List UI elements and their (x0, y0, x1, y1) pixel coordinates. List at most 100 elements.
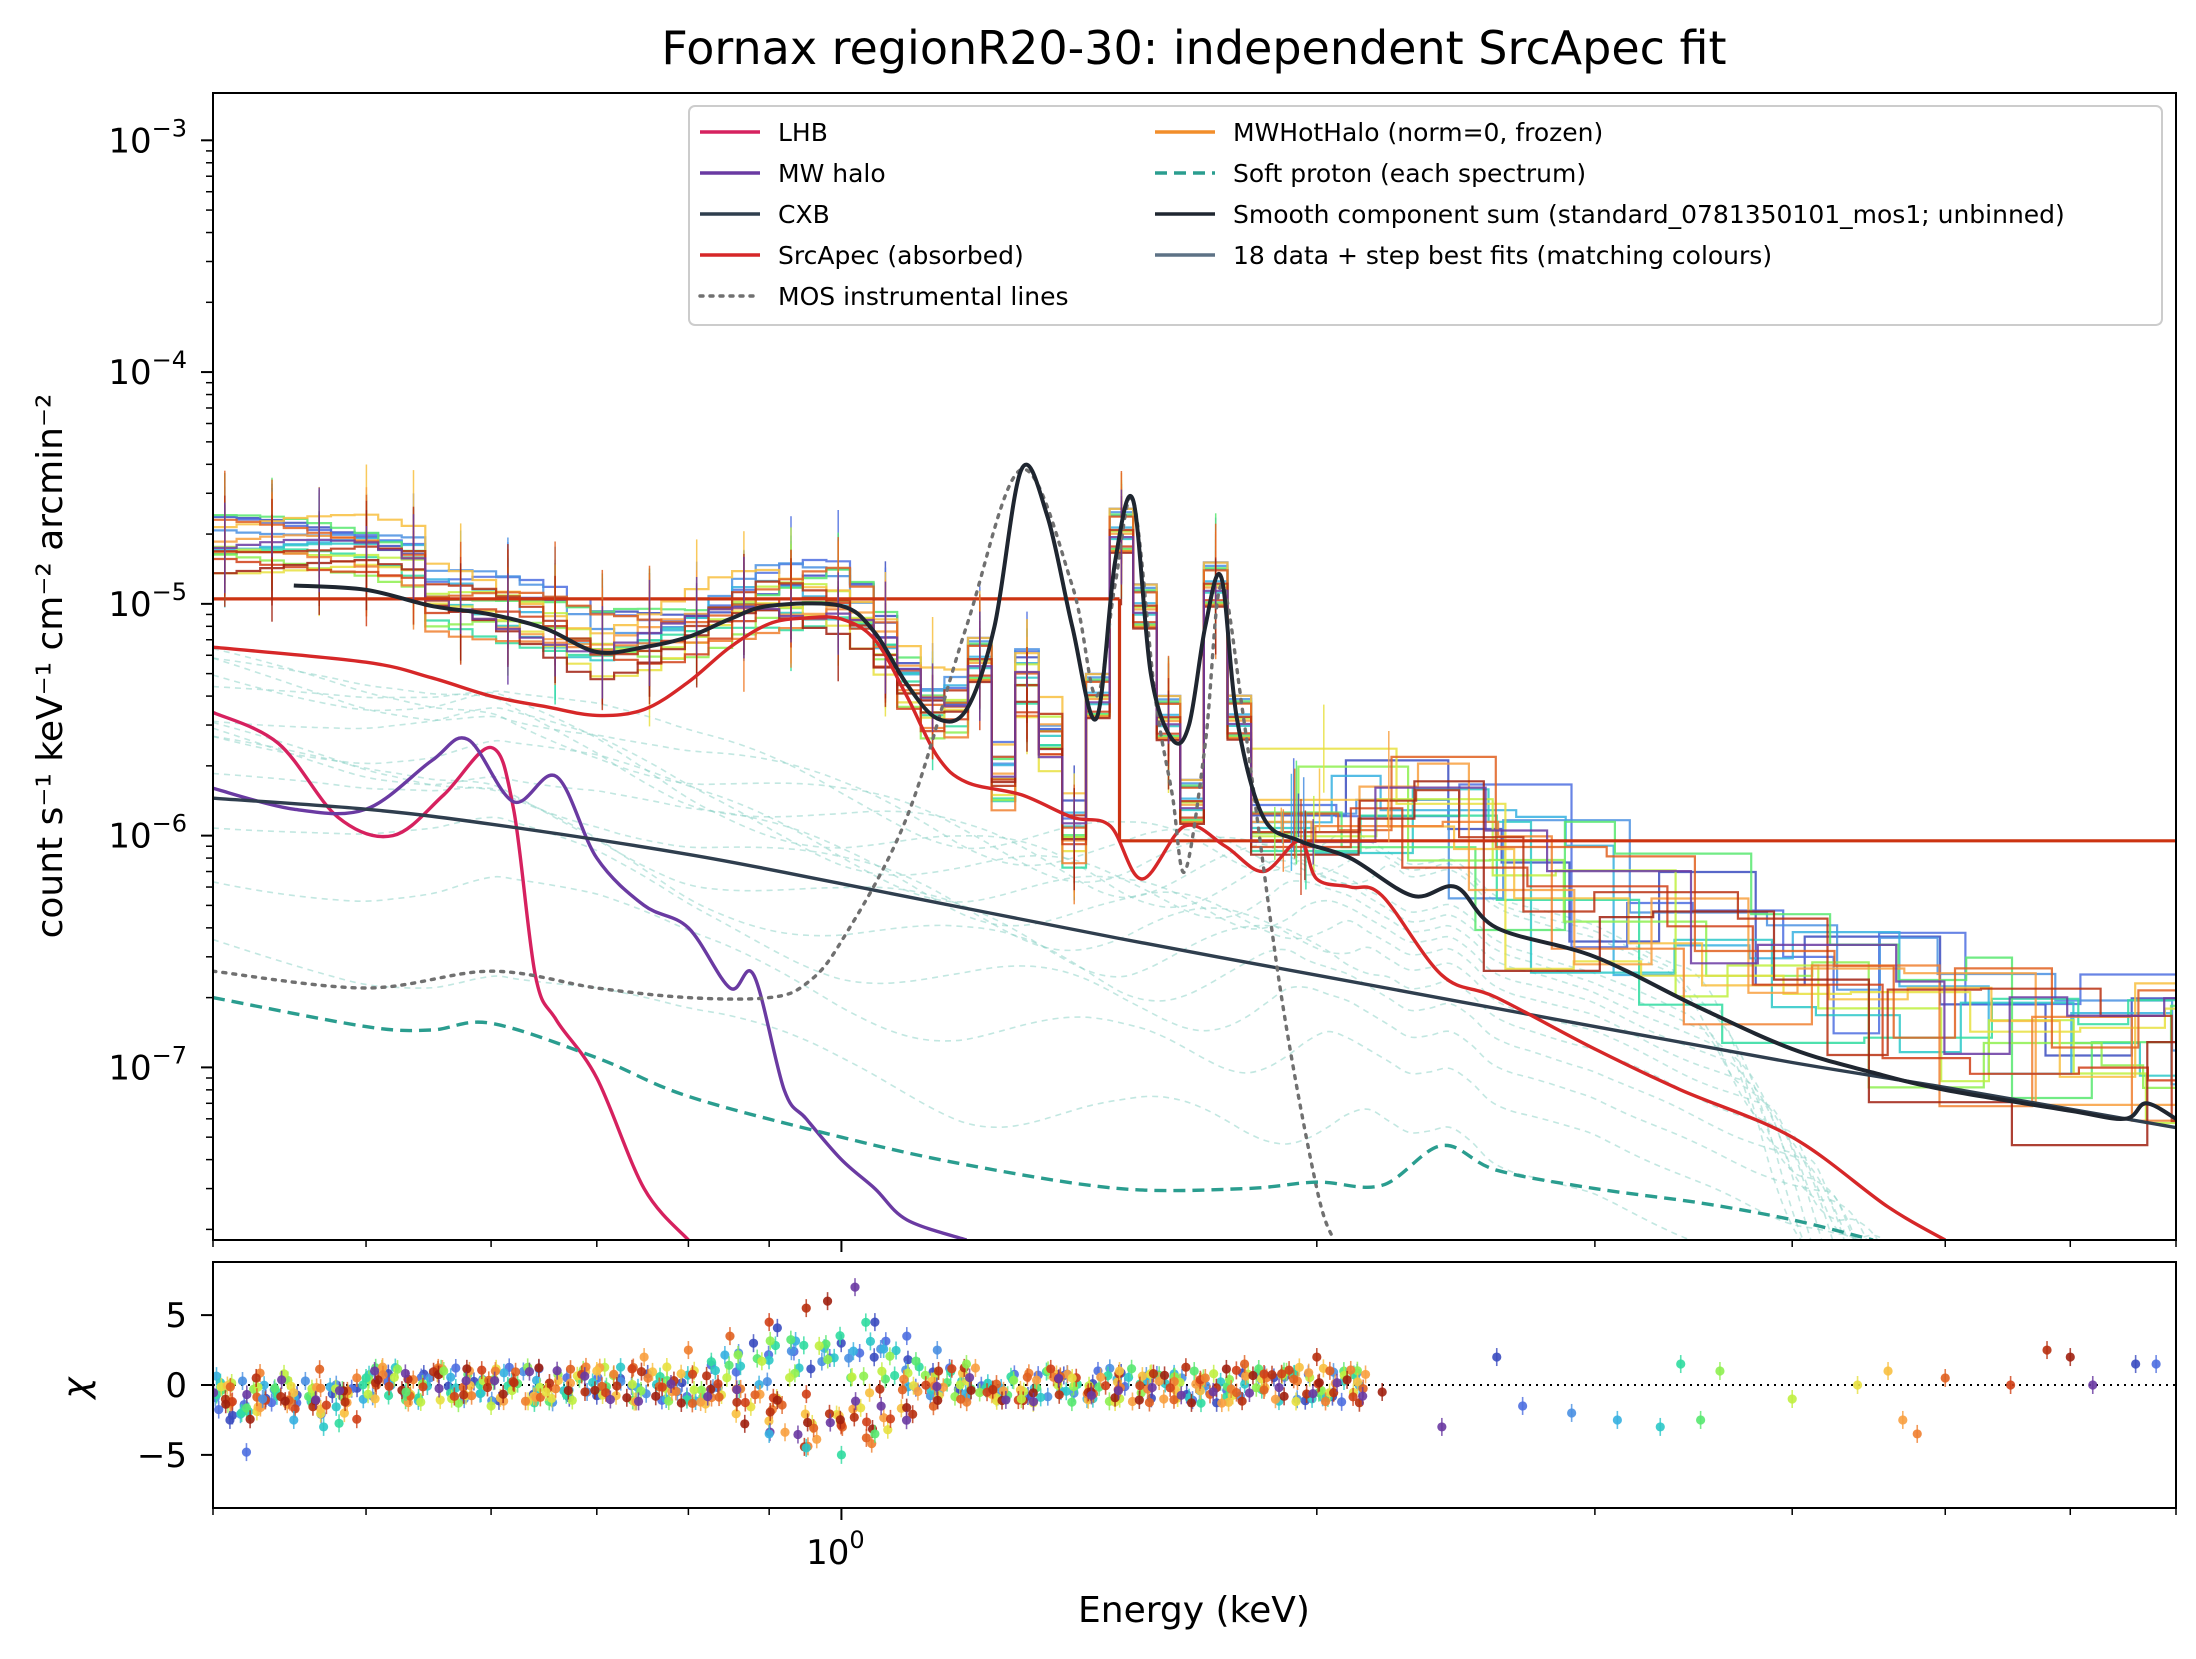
residual-point (731, 1409, 741, 1419)
residual-point (1883, 1366, 1893, 1376)
residual-point (609, 1369, 619, 1379)
residual-point (1159, 1370, 1170, 1380)
residual-point (1325, 1366, 1335, 1376)
legend-label: MWHotHalo (norm=0, frozen) (1233, 118, 1603, 147)
residual-point (439, 1366, 449, 1376)
residual-point (245, 1414, 255, 1424)
residual-point (836, 1450, 847, 1460)
residual-point (1196, 1398, 1206, 1408)
residual-point (241, 1447, 252, 1457)
model-curves (213, 462, 2176, 1240)
residual-point (801, 1389, 811, 1399)
residual-point (1518, 1401, 1528, 1411)
residual-point (825, 1417, 835, 1428)
residual-point (885, 1414, 896, 1424)
series-line (293, 462, 2176, 1122)
residual-point (352, 1414, 362, 1424)
residual-point (1270, 1394, 1281, 1404)
residual-point (290, 1404, 300, 1414)
residual-point (961, 1359, 972, 1369)
residual-point (722, 1373, 732, 1383)
residual-point (903, 1355, 913, 1365)
residual-point (881, 1336, 891, 1346)
residual-point (370, 1394, 380, 1404)
residual-point (966, 1385, 976, 1395)
residual-point (1696, 1415, 1706, 1425)
residual-point (902, 1403, 912, 1413)
residual-point (316, 1383, 326, 1393)
residual-point (932, 1345, 942, 1355)
residual-point (703, 1392, 713, 1402)
residual-point (970, 1363, 981, 1373)
residual-point (1223, 1397, 1234, 1407)
residual-point (1114, 1366, 1125, 1376)
residual-point (225, 1382, 235, 1392)
residual-point (1221, 1364, 1231, 1374)
residual-point (477, 1365, 487, 1375)
residual-point (258, 1394, 268, 1404)
residual-point (803, 1417, 813, 1428)
residual-point (664, 1396, 674, 1406)
residual-point (1655, 1422, 1665, 1432)
legend-label: CXB (778, 200, 830, 229)
residual-point (616, 1362, 626, 1372)
residual-point (822, 1296, 833, 1306)
residual-point (581, 1362, 591, 1372)
y-tick-label: 10−5 (108, 578, 187, 625)
residual-point (780, 1427, 790, 1437)
main-x-ticks (212, 1240, 2177, 1252)
series-line (213, 736, 968, 1240)
residual-point (809, 1423, 819, 1433)
series-line (213, 995, 1874, 1240)
residual-point (352, 1373, 362, 1383)
residual-point (1031, 1375, 1042, 1385)
band-curves (213, 647, 1887, 1240)
residual-point (509, 1378, 519, 1388)
residual-point (459, 1390, 469, 1400)
residual-point (662, 1362, 672, 1372)
residual-point (242, 1389, 252, 1400)
soft-proton-band-curve (213, 685, 1834, 1240)
legend-label: Soft proton (each spectrum) (1233, 159, 1586, 188)
residual-point (732, 1397, 742, 1407)
soft-proton-band-curve (213, 735, 1857, 1240)
residual-point (901, 1415, 912, 1425)
residual-point (498, 1389, 508, 1399)
legend-label: MW halo (778, 159, 886, 188)
residual-point (799, 1340, 809, 1350)
residual-point (334, 1418, 344, 1428)
residual-panel: 5 0 −5 100 χ Energy (keV) (56, 1261, 2177, 1631)
residual-point (1101, 1381, 1111, 1391)
residual-point (1291, 1396, 1301, 1407)
residual-point (363, 1389, 373, 1399)
residual-point (605, 1394, 615, 1405)
residual-point (300, 1376, 310, 1386)
residual-point (875, 1384, 885, 1394)
residual-point (879, 1344, 889, 1354)
residual-point (955, 1380, 965, 1390)
residual-point (1135, 1381, 1145, 1391)
residual-y-tick-label: 5 (165, 1296, 187, 1336)
residual-point (1189, 1366, 1199, 1376)
soft-proton-band-curve (213, 674, 1803, 1240)
main-y-ticks: 10−7 10−6 10−5 10−4 10−3 (108, 114, 213, 1231)
residual-point (850, 1282, 860, 1292)
residual-point (319, 1422, 329, 1432)
residual-point (435, 1395, 445, 1405)
residual-point (592, 1366, 602, 1376)
legend-label: SrcApec (absorbed) (778, 241, 1024, 270)
residual-point (389, 1372, 399, 1383)
residual-point (1217, 1398, 1227, 1408)
residual-y-axis-label: χ (56, 1376, 97, 1401)
residual-point (911, 1356, 921, 1366)
residual-point (1348, 1392, 1358, 1402)
residual-point (1110, 1393, 1120, 1403)
residual-point (639, 1352, 649, 1362)
residual-point (401, 1387, 411, 1397)
residual-point (683, 1345, 693, 1355)
residual-point (880, 1374, 890, 1384)
residual-point (897, 1385, 908, 1395)
residual-point (1200, 1373, 1210, 1383)
residual-point (1567, 1408, 1577, 1418)
